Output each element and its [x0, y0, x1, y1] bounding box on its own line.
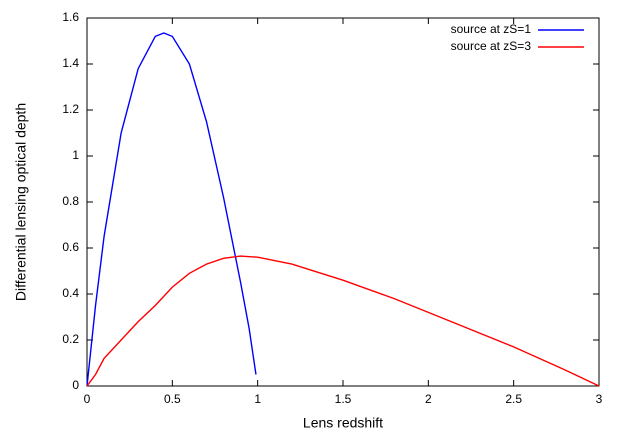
y-tick-label: 0.4	[62, 286, 79, 300]
x-tick-label: 0.5	[164, 392, 181, 406]
legend-label: source at zS=1	[451, 22, 532, 36]
y-tick-label: 0	[72, 378, 79, 392]
y-tick-label: 0.8	[62, 194, 79, 208]
y-tick-label: 0.2	[62, 332, 79, 346]
data-line	[86, 255, 600, 387]
y-axis-title: Differential lensing optical depth	[13, 103, 29, 301]
x-tick-label: 2	[425, 392, 432, 406]
x-axis-title: Lens redshift	[303, 415, 383, 431]
x-tick-label: 0	[84, 392, 91, 406]
y-tick-label: 1	[72, 148, 79, 162]
y-tick-label: 1.2	[62, 102, 79, 116]
legend-label: source at zS=3	[451, 39, 532, 53]
y-tick-label: 1.6	[62, 10, 79, 24]
x-tick-label: 3	[596, 392, 603, 406]
y-tick-label: 0.6	[62, 240, 79, 254]
data-line	[86, 32, 257, 387]
y-tick-label: 1.4	[62, 56, 79, 70]
x-tick-label: 2.5	[505, 392, 522, 406]
plot-frame	[86, 17, 600, 387]
x-tick-label: 1.5	[335, 392, 352, 406]
x-tick-label: 1	[254, 392, 261, 406]
